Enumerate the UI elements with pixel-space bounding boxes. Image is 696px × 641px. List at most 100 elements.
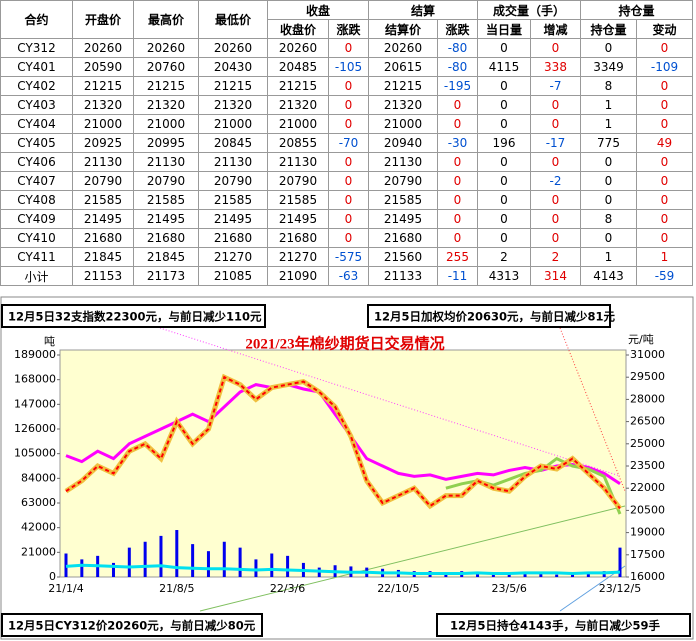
table-cell: 0 bbox=[477, 209, 531, 229]
table-cell: 20260 bbox=[72, 38, 134, 58]
table-cell: 21680 bbox=[198, 228, 268, 248]
volume-bar bbox=[586, 572, 590, 577]
y-tick-label: 21000 bbox=[21, 545, 56, 558]
table-cell: 0 bbox=[437, 209, 478, 229]
table-cell: -70 bbox=[328, 133, 369, 153]
table-cell: 21585 bbox=[133, 190, 199, 210]
table-cell: 0 bbox=[328, 114, 369, 134]
table-cell: 21133 bbox=[368, 266, 438, 286]
table-cell: 小计 bbox=[0, 266, 73, 286]
table-cell: 0 bbox=[328, 76, 369, 96]
y-tick-label: 84000 bbox=[21, 471, 56, 484]
table-cell: 21680 bbox=[133, 228, 199, 248]
series-line bbox=[65, 375, 621, 510]
table-cell: 21000 bbox=[72, 114, 134, 134]
table-cell: 0 bbox=[636, 209, 693, 229]
table-cell: 21585 bbox=[198, 190, 268, 210]
header-cell: 最高价 bbox=[133, 0, 199, 39]
table-cell: 0 bbox=[636, 228, 693, 248]
table-cell: 21495 bbox=[267, 209, 329, 229]
table-cell: 21130 bbox=[133, 152, 199, 172]
table-cell: 255 bbox=[437, 247, 478, 267]
table-cell: 4115 bbox=[477, 57, 531, 77]
table-cell: 20790 bbox=[133, 171, 199, 191]
y-tick-label: 168000 bbox=[14, 373, 56, 386]
table-cell: -575 bbox=[328, 247, 369, 267]
table-cell: 20790 bbox=[267, 171, 329, 191]
volume-bar bbox=[206, 551, 210, 577]
annotation-box bbox=[367, 304, 611, 328]
header-cell: 持仓量 bbox=[580, 19, 637, 39]
table-cell: 21680 bbox=[72, 228, 134, 248]
table-cell: 0 bbox=[477, 76, 531, 96]
table-row: CY405 20925 20995 20845 20855 -70 20940 -30 196-… bbox=[0, 133, 693, 153]
table-cell: 4313 bbox=[477, 266, 531, 286]
table-cell: 21130 bbox=[368, 152, 438, 172]
y-tick-label: 126000 bbox=[14, 422, 56, 435]
leader bbox=[559, 327, 626, 492]
volume-bar bbox=[476, 572, 480, 577]
header-cell: 收盘 bbox=[267, 0, 369, 20]
x-tick-label: 21/1/4 bbox=[48, 582, 83, 595]
table-row: CY404 21000 21000 21000 21000 0 21000 0 0 0 1 0 bbox=[0, 114, 693, 134]
table-cell: 20260 bbox=[198, 38, 268, 58]
table-cell: -195 bbox=[437, 76, 478, 96]
table-cell: 1 bbox=[580, 95, 637, 115]
table-cell: 0 bbox=[328, 152, 369, 172]
table-cell: 0 bbox=[636, 114, 693, 134]
table-cell: -63 bbox=[328, 266, 369, 286]
y2-tick-label: 26500 bbox=[630, 415, 665, 428]
table-row: CY406 21130 21130 21130 21130 0 21130 0 0 0 0 0 bbox=[0, 152, 693, 172]
table-row: CY403 21320 21320 21320 21320 0 21320 0 0 0 1 0 bbox=[0, 95, 693, 115]
table-cell: 0 bbox=[437, 171, 478, 191]
table-cell: 21320 bbox=[133, 95, 199, 115]
volume-bar bbox=[175, 530, 179, 577]
y-tick-label: 147000 bbox=[14, 397, 56, 410]
table-cell: 21173 bbox=[133, 266, 199, 286]
table-cell: 21320 bbox=[72, 95, 134, 115]
table-cell: 0 bbox=[636, 190, 693, 210]
annotation: 12月5日加权均价20630元，与前日减少81元 bbox=[374, 310, 616, 324]
table-cell: 1 bbox=[580, 114, 637, 134]
table-cell: 21680 bbox=[267, 228, 329, 248]
table-cell: 3349 bbox=[580, 57, 637, 77]
volume-bar bbox=[127, 547, 131, 577]
table-cell: 338 bbox=[530, 57, 581, 77]
table-cell: 20790 bbox=[368, 171, 438, 191]
table-cell: 21495 bbox=[198, 209, 268, 229]
table-cell: 0 bbox=[477, 171, 531, 191]
table-cell: 0 bbox=[437, 152, 478, 172]
volume-bar bbox=[254, 559, 258, 577]
table-cell: 0 bbox=[328, 209, 369, 229]
table-cell: -80 bbox=[437, 57, 478, 77]
table-cell: CY401 bbox=[0, 57, 73, 77]
y2-tick-label: 31000 bbox=[630, 348, 665, 361]
table-cell: -2 bbox=[530, 171, 581, 191]
annotation: 12月5日32支指数22300元，与前日减少110元 bbox=[8, 310, 262, 324]
table-cell: 21085 bbox=[198, 266, 268, 286]
table-cell: 21845 bbox=[72, 247, 134, 267]
header-cell: 最低价 bbox=[198, 0, 268, 39]
table-cell: 21000 bbox=[198, 114, 268, 134]
table-cell: 20615 bbox=[368, 57, 438, 77]
table-cell: 21215 bbox=[72, 76, 134, 96]
volume-bar bbox=[618, 547, 622, 577]
table-cell: 21090 bbox=[267, 266, 329, 286]
volume-bar bbox=[191, 544, 195, 577]
header-cell: 合约 bbox=[0, 0, 73, 39]
table-cell: 1 bbox=[636, 247, 693, 267]
table-cell: 0 bbox=[636, 152, 693, 172]
table-cell: 21130 bbox=[267, 152, 329, 172]
table-cell: 0 bbox=[437, 190, 478, 210]
x-tick-label: 22/10/5 bbox=[377, 582, 419, 595]
volume-bar bbox=[80, 559, 84, 577]
volume-bar bbox=[238, 547, 242, 577]
table-cell: 21130 bbox=[72, 152, 134, 172]
table-cell: 0 bbox=[580, 190, 637, 210]
table-row: CY411 21845 21845 21270 21270 -575 21560 255 2 2 1… bbox=[0, 247, 693, 267]
table-cell: -11 bbox=[437, 266, 478, 286]
x-tick-label: 23/12/5 bbox=[599, 582, 641, 595]
table-cell: 20260 bbox=[368, 38, 438, 58]
table-cell: 0 bbox=[328, 171, 369, 191]
table-cell: 21215 bbox=[267, 76, 329, 96]
